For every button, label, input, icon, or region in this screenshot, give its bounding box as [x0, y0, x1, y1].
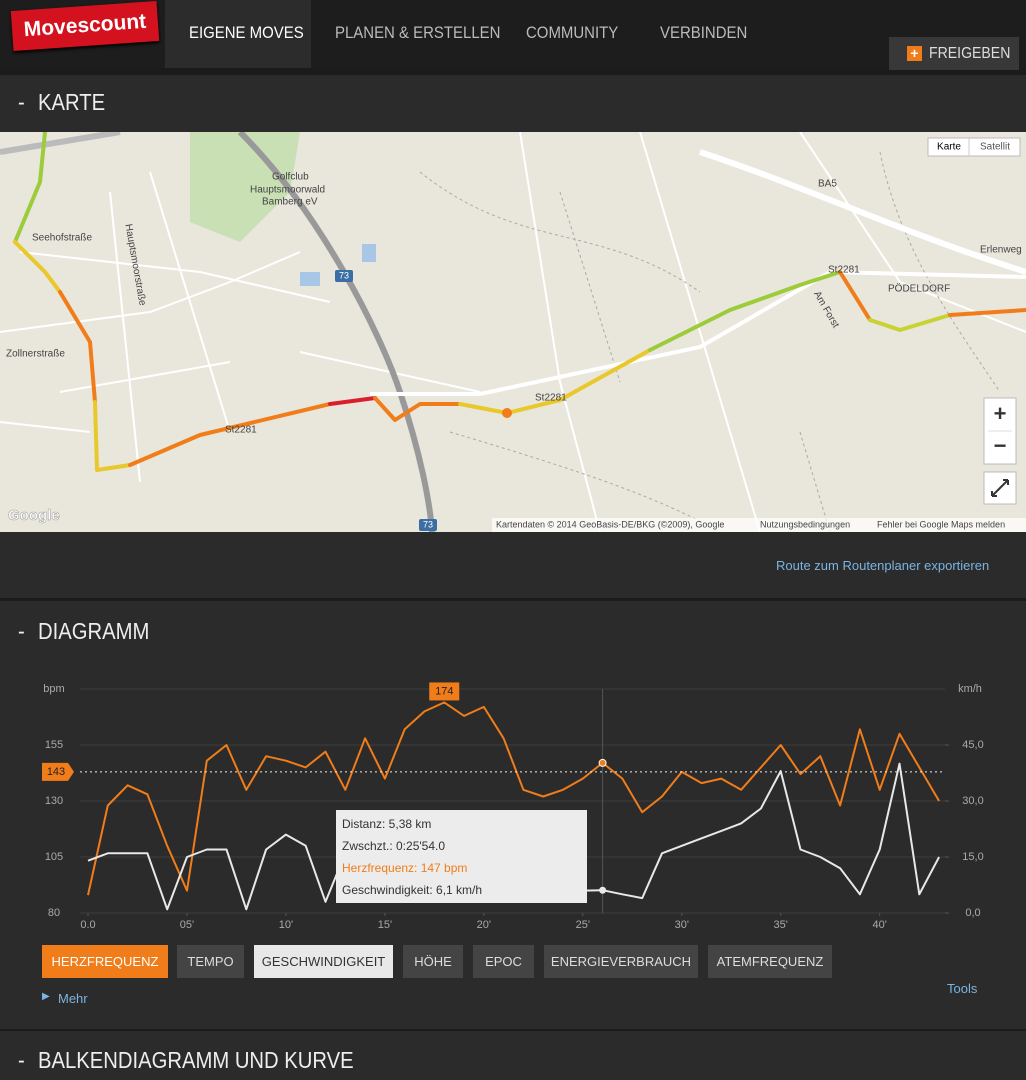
- map-label: Erlenweg: [980, 245, 1022, 256]
- collapse-dash[interactable]: -: [18, 618, 25, 644]
- attribution: Kartendaten © 2014 GeoBasis-DE/BKG (©200…: [496, 519, 724, 529]
- map[interactable]: Seehofstraße Hauptsmoorstraße Zollnerstr…: [0, 132, 1026, 532]
- map-label: St2281: [828, 265, 860, 276]
- attribution-bg: [492, 518, 1026, 532]
- map-bg: [0, 132, 1026, 532]
- route-shield: [335, 270, 353, 282]
- zoom-in[interactable]: +: [994, 401, 1007, 426]
- map-label: St2281: [225, 425, 257, 436]
- map-label: BA5: [818, 179, 837, 190]
- share-button[interactable]: + FREIGEBEN: [889, 37, 1019, 70]
- route-shield-label: 73: [339, 270, 349, 280]
- position-marker: [502, 408, 512, 418]
- route-shield-label: 73: [423, 519, 433, 529]
- share-label: FREIGEBEN: [929, 45, 1011, 62]
- google-logo: Google: [8, 507, 60, 524]
- route-shield: [419, 519, 437, 531]
- route: [13, 132, 1026, 472]
- map-label: Bamberg eV: [262, 197, 318, 208]
- tools-link[interactable]: Tools: [947, 981, 978, 996]
- road: [370, 269, 1026, 396]
- map-label: Golfclub: [272, 172, 309, 183]
- nav-item[interactable]: PLANEN & ERSTELLEN: [335, 23, 501, 42]
- map-type[interactable]: Satellit: [980, 142, 1010, 153]
- series-button[interactable]: EPOC: [473, 945, 534, 978]
- series-button[interactable]: HÖHE: [403, 945, 463, 978]
- section-title: DIAGRAMM: [38, 618, 150, 644]
- collapse-dash[interactable]: -: [18, 1047, 25, 1073]
- top-nav: Movescount EIGENE MOVES PLANEN & ERSTELL…: [0, 0, 1026, 70]
- section-title: KARTE: [38, 89, 106, 115]
- active-tab-bg: [165, 0, 311, 68]
- map-label: PÖDELDORF: [888, 283, 950, 295]
- map-label: Zollnerstraße: [6, 349, 65, 360]
- more-arrow: ▶: [42, 991, 50, 1002]
- road: [0, 132, 121, 155]
- section-title: BALKENDIAGRAMM UND KURVE: [38, 1047, 354, 1073]
- report-link[interactable]: Fehler bei Google Maps melden: [877, 519, 1005, 529]
- fullscreen-icon: [991, 479, 1009, 497]
- series-button[interactable]: ENERGIEVERBRAUCH: [544, 945, 698, 978]
- road: [699, 149, 1026, 275]
- map-label: Hauptsmoorwald: [250, 185, 325, 196]
- map-label: St2281: [535, 393, 567, 404]
- lake: [300, 272, 320, 286]
- logo[interactable]: Movescount: [10, 0, 160, 52]
- plus-icon: +: [907, 46, 922, 61]
- export-link[interactable]: Route zum Routenplaner exportieren: [776, 558, 990, 573]
- highway: [237, 132, 435, 532]
- map-type-control: [927, 137, 1021, 157]
- map-label: Seehofstraße: [32, 233, 92, 244]
- series-button[interactable]: ATEMFREQUENZ: [708, 945, 832, 978]
- collapse-dash[interactable]: -: [18, 89, 25, 115]
- park: [190, 132, 300, 242]
- nav-item[interactable]: EIGENE MOVES: [189, 23, 304, 42]
- more-link[interactable]: Mehr: [58, 991, 88, 1006]
- nav-item[interactable]: COMMUNITY: [526, 23, 619, 42]
- series-button[interactable]: TEMPO: [177, 945, 244, 978]
- zoom-out[interactable]: −: [994, 433, 1007, 458]
- bar-section: - BALKENDIAGRAMM UND KURVE: [0, 1031, 1026, 1080]
- paths: [419, 151, 1001, 532]
- map-type[interactable]: Karte: [937, 142, 961, 153]
- lake: [362, 244, 376, 262]
- terms-link[interactable]: Nutzungsbedingungen: [760, 519, 850, 529]
- series-button[interactable]: HERZFREQUENZ: [42, 945, 168, 978]
- series-button[interactable]: GESCHWINDIGKEIT: [254, 945, 393, 978]
- nav-item[interactable]: VERBINDEN: [660, 23, 748, 42]
